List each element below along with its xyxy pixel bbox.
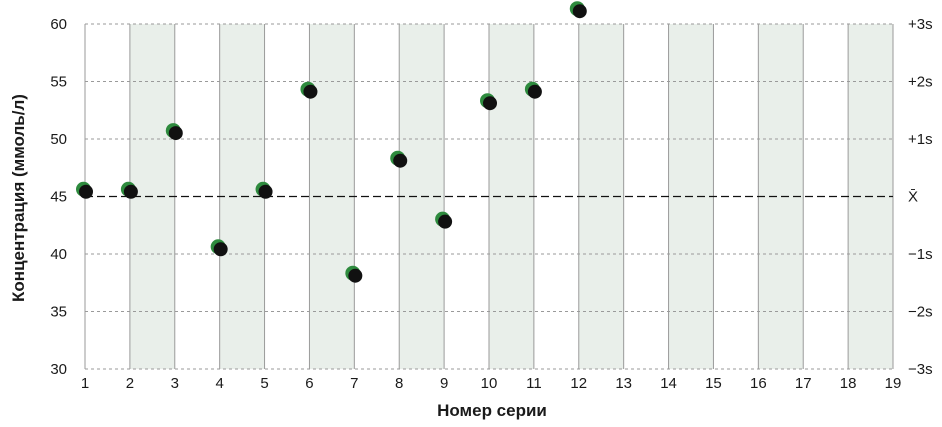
- data-point-dot: [348, 268, 363, 283]
- data-point: [210, 239, 228, 257]
- x-tick-label: 8: [395, 375, 403, 392]
- data-point: [300, 81, 318, 99]
- data-point: [165, 123, 183, 141]
- data-point: [76, 181, 93, 199]
- data-point: [255, 181, 273, 199]
- y-tick-labels: 30 35 40 45 50 55 60: [50, 16, 67, 378]
- x-tick-label: 5: [260, 375, 268, 392]
- data-point-dot: [213, 242, 228, 257]
- data-point: [390, 150, 408, 168]
- x-tick-label: 3: [171, 375, 179, 392]
- x-tick-label: 1: [81, 375, 89, 392]
- sd-level-label: +3s: [908, 16, 933, 33]
- x-axis-title: Номер серии: [437, 401, 547, 420]
- data-point: [435, 211, 453, 229]
- x-tick-label: 4: [215, 375, 223, 392]
- data-point-dot: [79, 184, 93, 199]
- x-tick-label: 18: [840, 375, 857, 392]
- sd-level-label: −2s: [908, 304, 933, 321]
- y-tick-label: 40: [50, 246, 67, 263]
- x-tick-label: 9: [440, 375, 448, 392]
- data-point-dot: [303, 84, 318, 99]
- y-axis-title: Концентрация (ммоль/л): [9, 94, 28, 302]
- sd-level-label: +2s: [908, 74, 933, 91]
- x-tick-label: 11: [526, 375, 542, 392]
- x-tick-label: 13: [615, 375, 632, 392]
- data-point-dot: [258, 184, 273, 199]
- y-tick-label: 45: [50, 189, 67, 206]
- data-point-dot: [123, 184, 138, 199]
- y-tick-label: 50: [50, 131, 67, 148]
- y-tick-label: 30: [50, 361, 67, 378]
- x-tick-label: 7: [350, 375, 358, 392]
- x-tick-label: 19: [885, 375, 902, 392]
- sd-level-label: +1s: [908, 131, 933, 148]
- data-point: [480, 93, 497, 111]
- data-point-dot: [527, 84, 542, 99]
- sd-level-label: −3s: [908, 361, 933, 378]
- x-tick-label: 6: [305, 375, 313, 392]
- sd-level-label: X̄: [908, 189, 918, 206]
- x-tick-label: 12: [570, 375, 587, 392]
- data-point: [120, 181, 138, 199]
- y-tick-label: 60: [50, 16, 67, 33]
- data-point: [524, 81, 542, 99]
- y-tick-label: 35: [50, 304, 67, 321]
- x-tick-label: 14: [660, 375, 677, 392]
- sd-level-label: −1s: [908, 246, 933, 263]
- x-tick-label: 10: [481, 375, 498, 392]
- x-tick-label: 15: [705, 375, 722, 392]
- right-sd-labels: +3s +2s +1s X̄ −1s −2s −3s: [908, 16, 933, 378]
- data-point-dot: [483, 96, 497, 111]
- data-points: [76, 1, 587, 283]
- data-point: [345, 265, 363, 283]
- data-point: [569, 1, 587, 19]
- x-tick-label: 16: [750, 375, 767, 392]
- x-tick-label: 17: [795, 375, 812, 392]
- data-point-dot: [438, 214, 453, 229]
- data-point-dot: [168, 126, 183, 141]
- x-tick-label: 2: [126, 375, 134, 392]
- data-point-dot: [572, 4, 587, 19]
- data-point-dot: [393, 153, 408, 168]
- x-tick-labels: 1 2 3 4 5 6 7 8 9 10 11 12 13 14 15 16 17 18 19: [81, 375, 902, 392]
- y-tick-label: 55: [50, 74, 67, 91]
